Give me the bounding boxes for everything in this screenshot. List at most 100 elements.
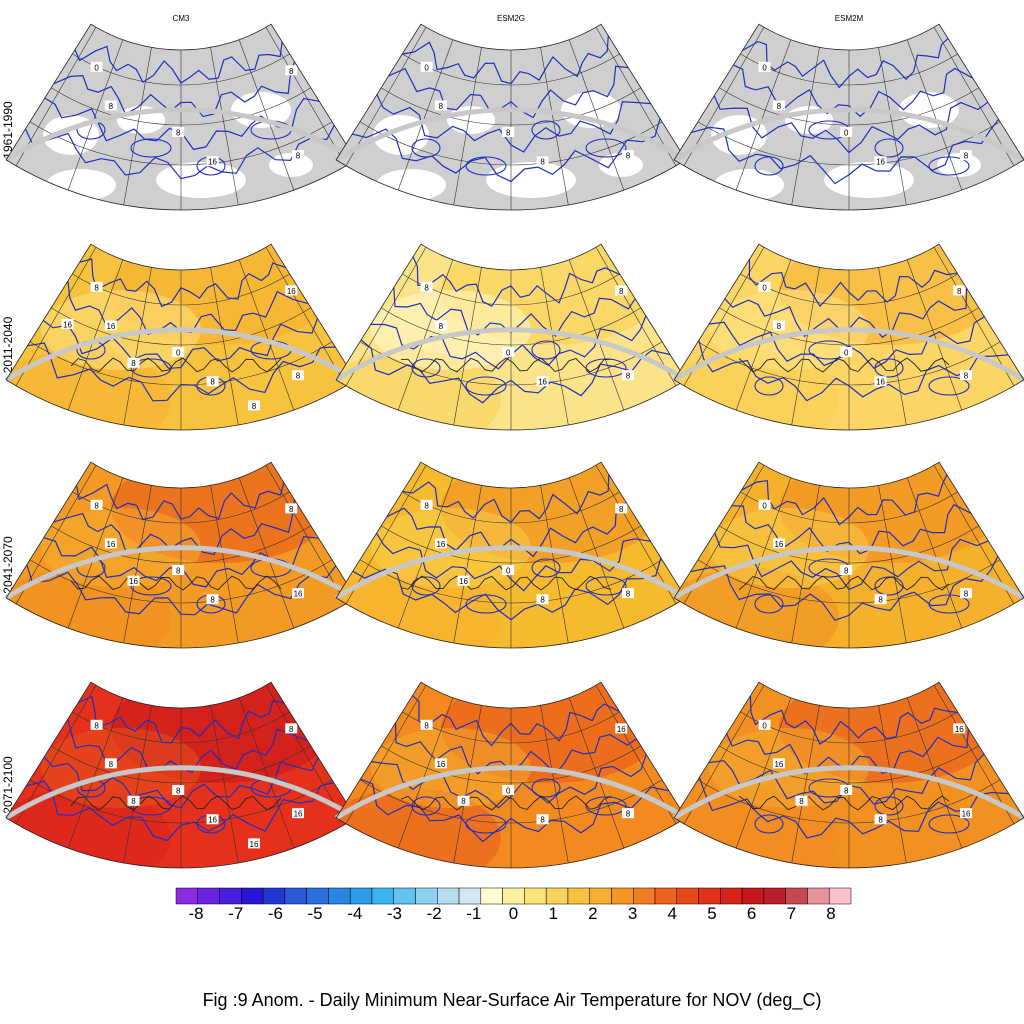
- contour-label: 8: [296, 372, 301, 381]
- contour-label: 0: [506, 786, 511, 795]
- contour-label-box: [840, 346, 853, 357]
- meridian-line: [15, 247, 97, 386]
- contour-label: 8: [878, 816, 883, 825]
- meridian-line: [345, 27, 427, 166]
- colorbar-swatch: [741, 887, 765, 905]
- contour-label: 16: [436, 760, 445, 769]
- contour-line: [42, 318, 319, 369]
- contour-label-box: [247, 400, 260, 411]
- contour-label: 0: [762, 501, 767, 510]
- contour-label: 0: [762, 283, 767, 292]
- map-frame: [5, 243, 357, 431]
- contour-label-box: [960, 588, 973, 599]
- colorbar-swatch: [828, 887, 852, 905]
- coastline: [400, 795, 612, 811]
- meridian-line: [210, 485, 239, 644]
- colorbar: [175, 887, 852, 905]
- contour-label: 8: [296, 152, 301, 161]
- contour-label-box: [772, 100, 785, 111]
- colorbar-tick-label: -7: [228, 904, 244, 923]
- contour-label: 8: [176, 566, 181, 575]
- parallel-line: [697, 779, 1001, 824]
- contour-label: 8: [506, 128, 511, 137]
- colorbar-swatch: [567, 887, 590, 905]
- colorbar-swatch: [524, 887, 547, 905]
- meridian-line: [683, 247, 765, 386]
- contour-loop: [531, 340, 561, 360]
- meridian-line: [123, 485, 152, 644]
- contour-label-box: [874, 594, 887, 605]
- map-frame-band: [4, 327, 358, 382]
- contour-label-box: [840, 126, 853, 137]
- map-frame: [335, 243, 687, 431]
- contour-label-box: [90, 61, 103, 72]
- contour-line: [393, 287, 636, 337]
- contour-label: 16: [208, 816, 217, 825]
- meridian-line: [568, 477, 625, 629]
- contour-label: 0: [844, 128, 849, 137]
- map-frame-band: [334, 765, 688, 820]
- contour-label: 8: [109, 760, 114, 769]
- map-frame-band: [672, 107, 1024, 162]
- contour-line: [402, 474, 610, 524]
- parallel-line: [359, 341, 663, 386]
- contour-label-box: [292, 808, 305, 819]
- coastline: [738, 575, 950, 591]
- contour-label: 16: [436, 540, 445, 549]
- contour-label-box: [247, 838, 260, 849]
- contour-label: 8: [176, 786, 181, 795]
- contour-label-box: [127, 575, 140, 586]
- contour-label: 8: [964, 152, 969, 161]
- meridian-line: [791, 267, 820, 426]
- contour-loop: [465, 376, 507, 396]
- colorbar-swatch: [611, 887, 634, 905]
- contour-label: 16: [538, 378, 547, 387]
- contour-label-box: [206, 814, 219, 825]
- contour-label-box: [840, 564, 853, 575]
- contour-label: 0: [762, 63, 767, 72]
- contour-label-box: [127, 357, 140, 368]
- colorbar-swatch: [349, 887, 373, 905]
- contour-line: [698, 340, 1009, 402]
- contour-loop: [411, 796, 441, 816]
- land-patch: [156, 162, 246, 198]
- contour-label: 0: [506, 348, 511, 357]
- meridian-line: [265, 247, 347, 386]
- contour-label: 16: [63, 320, 72, 329]
- contour-label-box: [795, 795, 808, 806]
- colorbar-swatch: [437, 887, 460, 905]
- meridian-line: [683, 27, 765, 166]
- contour-label-box: [953, 723, 966, 734]
- contour-label: 16: [129, 577, 138, 586]
- contour-label-box: [420, 61, 433, 72]
- coastline: [738, 795, 950, 811]
- map-frame-band: [672, 545, 1024, 600]
- colorbar-swatch: [545, 887, 569, 905]
- contour-label: 8: [540, 816, 545, 825]
- colorbar-swatch: [415, 887, 438, 905]
- map-frame-band: [4, 545, 358, 600]
- contour-line: [741, 474, 948, 526]
- contour-line: [24, 125, 335, 180]
- contour-label-box: [874, 376, 887, 387]
- contour-label-box: [434, 538, 447, 549]
- meridian-line: [453, 705, 482, 864]
- contour-loop: [465, 594, 507, 614]
- contour-label: 16: [617, 725, 626, 734]
- meridian-line: [345, 247, 427, 386]
- contour-label: 8: [844, 786, 849, 795]
- map-frame: [673, 243, 1024, 431]
- contour-label: 0: [424, 63, 429, 72]
- parallel-line: [359, 779, 663, 824]
- contour-label: 16: [106, 540, 115, 549]
- colorbar-tick-label: 3: [627, 904, 638, 923]
- contour-label-box: [104, 320, 117, 331]
- meridian-line: [878, 705, 907, 864]
- contour-label: 16: [208, 158, 217, 167]
- meridian-line: [15, 465, 97, 604]
- meridian-line: [791, 47, 820, 206]
- meridian-line: [453, 485, 482, 644]
- contour-line: [77, 695, 285, 744]
- contour-label: 8: [94, 721, 99, 730]
- contour-loop: [874, 796, 904, 816]
